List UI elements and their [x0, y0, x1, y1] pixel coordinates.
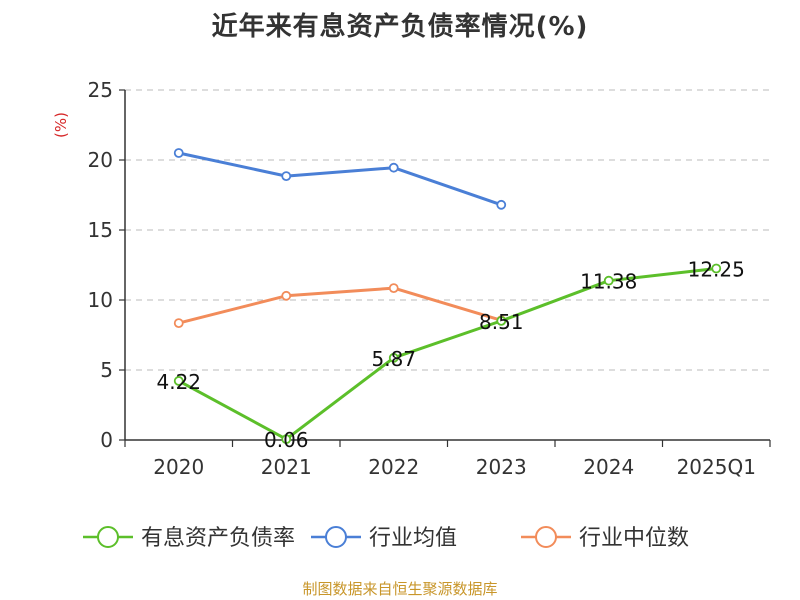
data-label: 4.22	[156, 370, 201, 394]
y-tick-label: 0	[100, 428, 113, 452]
series-line	[177, 267, 718, 441]
legend[interactable]: 有息资产负债率 行业均值 行业中位数	[83, 526, 689, 551]
legend-label: 行业中位数	[579, 526, 689, 551]
data-label: 11.38	[580, 270, 637, 294]
data-point	[388, 283, 399, 294]
legend-item[interactable]: 行业中位数	[521, 526, 689, 551]
x-tick-label: 2021	[261, 455, 312, 479]
legend-swatch-marker	[535, 526, 557, 548]
data-point	[173, 376, 184, 386]
x-tick-label: 2025Q1	[677, 455, 756, 479]
y-axis-label: (%)	[52, 112, 70, 138]
data-point	[281, 171, 292, 182]
legend-label: 有息资产负债率	[141, 526, 295, 551]
data-label: 8.51	[479, 310, 524, 334]
y-tick-label: 20	[88, 148, 113, 172]
x-tick-label: 2020	[153, 455, 204, 479]
source-note: 制图数据来自恒生聚源数据库	[302, 580, 498, 598]
data-label: 5.87	[371, 347, 416, 371]
legend-item[interactable]: 行业均值	[311, 526, 457, 551]
legend-swatch-marker	[97, 526, 119, 548]
y-tick-label: 5	[100, 358, 113, 382]
data-point	[388, 162, 399, 173]
legend-label: 行业均值	[369, 526, 457, 551]
data-point	[173, 148, 184, 158]
data-point	[281, 290, 292, 301]
y-tick-label: 15	[88, 218, 113, 242]
data-labels: 4.22 0.06 5.87 8.51 11.38 12.25	[156, 258, 744, 453]
legend-item[interactable]: 有息资产负债率	[83, 526, 295, 551]
x-tick-label: 2024	[583, 455, 634, 479]
data-label: 0.06	[264, 428, 309, 452]
x-tick-label: 2023	[476, 455, 527, 479]
y-tick-label: 25	[88, 78, 113, 102]
legend-swatch-marker	[325, 526, 347, 548]
axes: 0 5 10 15 20 25 2020 2021 2022 2023 2024 2025Q1 (%)	[52, 78, 771, 479]
data-label: 12.25	[688, 258, 745, 282]
data-point	[603, 275, 614, 286]
series-line	[177, 286, 503, 325]
series-lines	[173, 148, 722, 445]
data-point	[496, 199, 507, 210]
data-point	[496, 315, 507, 326]
series-line	[177, 151, 503, 207]
data-point	[388, 352, 399, 363]
chart-title: 近年来有息资产负债率情况(%)	[211, 12, 589, 42]
data-point	[281, 434, 292, 445]
grid-lines	[125, 89, 770, 371]
data-point	[711, 263, 722, 274]
y-tick-label: 10	[88, 288, 113, 312]
data-point	[173, 318, 184, 329]
x-tick-label: 2022	[368, 455, 419, 479]
